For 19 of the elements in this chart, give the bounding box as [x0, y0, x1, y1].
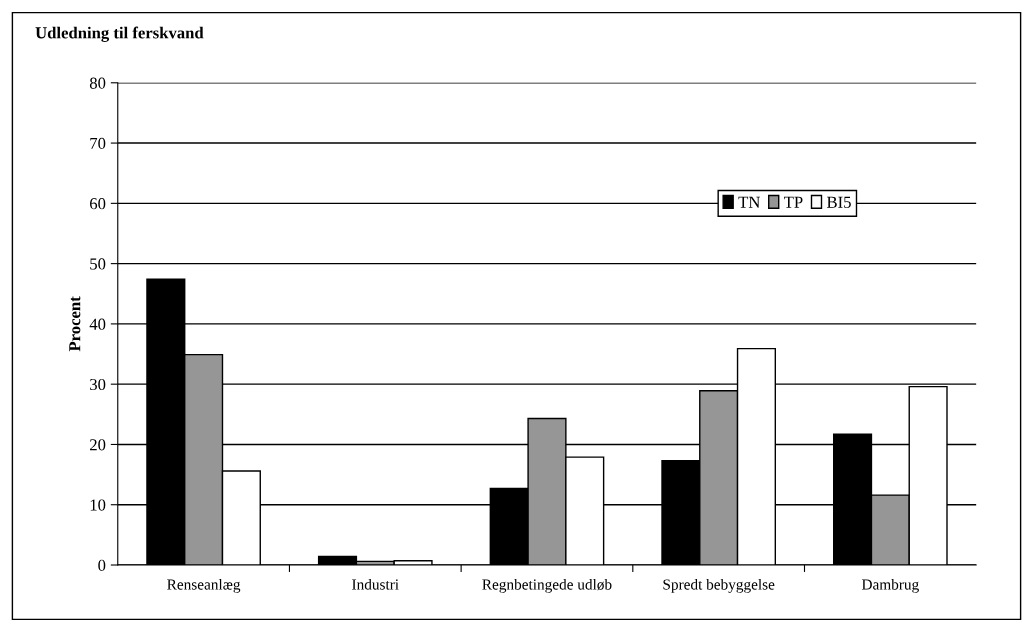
x-tick-label: Regnbetingede udløb: [482, 578, 612, 593]
y-tick-label: 0: [98, 559, 106, 571]
y-tick-label: 60: [90, 198, 106, 210]
y-tick-label: 30: [90, 378, 106, 391]
x-tick-label: Dambrug: [861, 578, 919, 593]
chart-title: Udledning til ferskvand: [35, 26, 204, 42]
y-tick-label: 50: [90, 258, 106, 270]
y-tick-label: 80: [89, 77, 106, 89]
y-axis-title: Procent: [69, 296, 81, 352]
y-tick-label: 70: [90, 137, 106, 150]
x-tick-label: Spredt bebyggelse: [663, 578, 775, 593]
x-tick-label: Renseanlæg: [167, 578, 241, 593]
x-tick-label: Industri: [352, 578, 399, 590]
legend-label: TP: [784, 196, 803, 208]
y-tick-label: 10: [90, 499, 106, 511]
legend-label: TN: [738, 196, 760, 208]
y-tick-label: 40: [89, 318, 106, 330]
legend-label: BI5: [826, 196, 851, 208]
y-tick-label: 20: [90, 439, 106, 451]
